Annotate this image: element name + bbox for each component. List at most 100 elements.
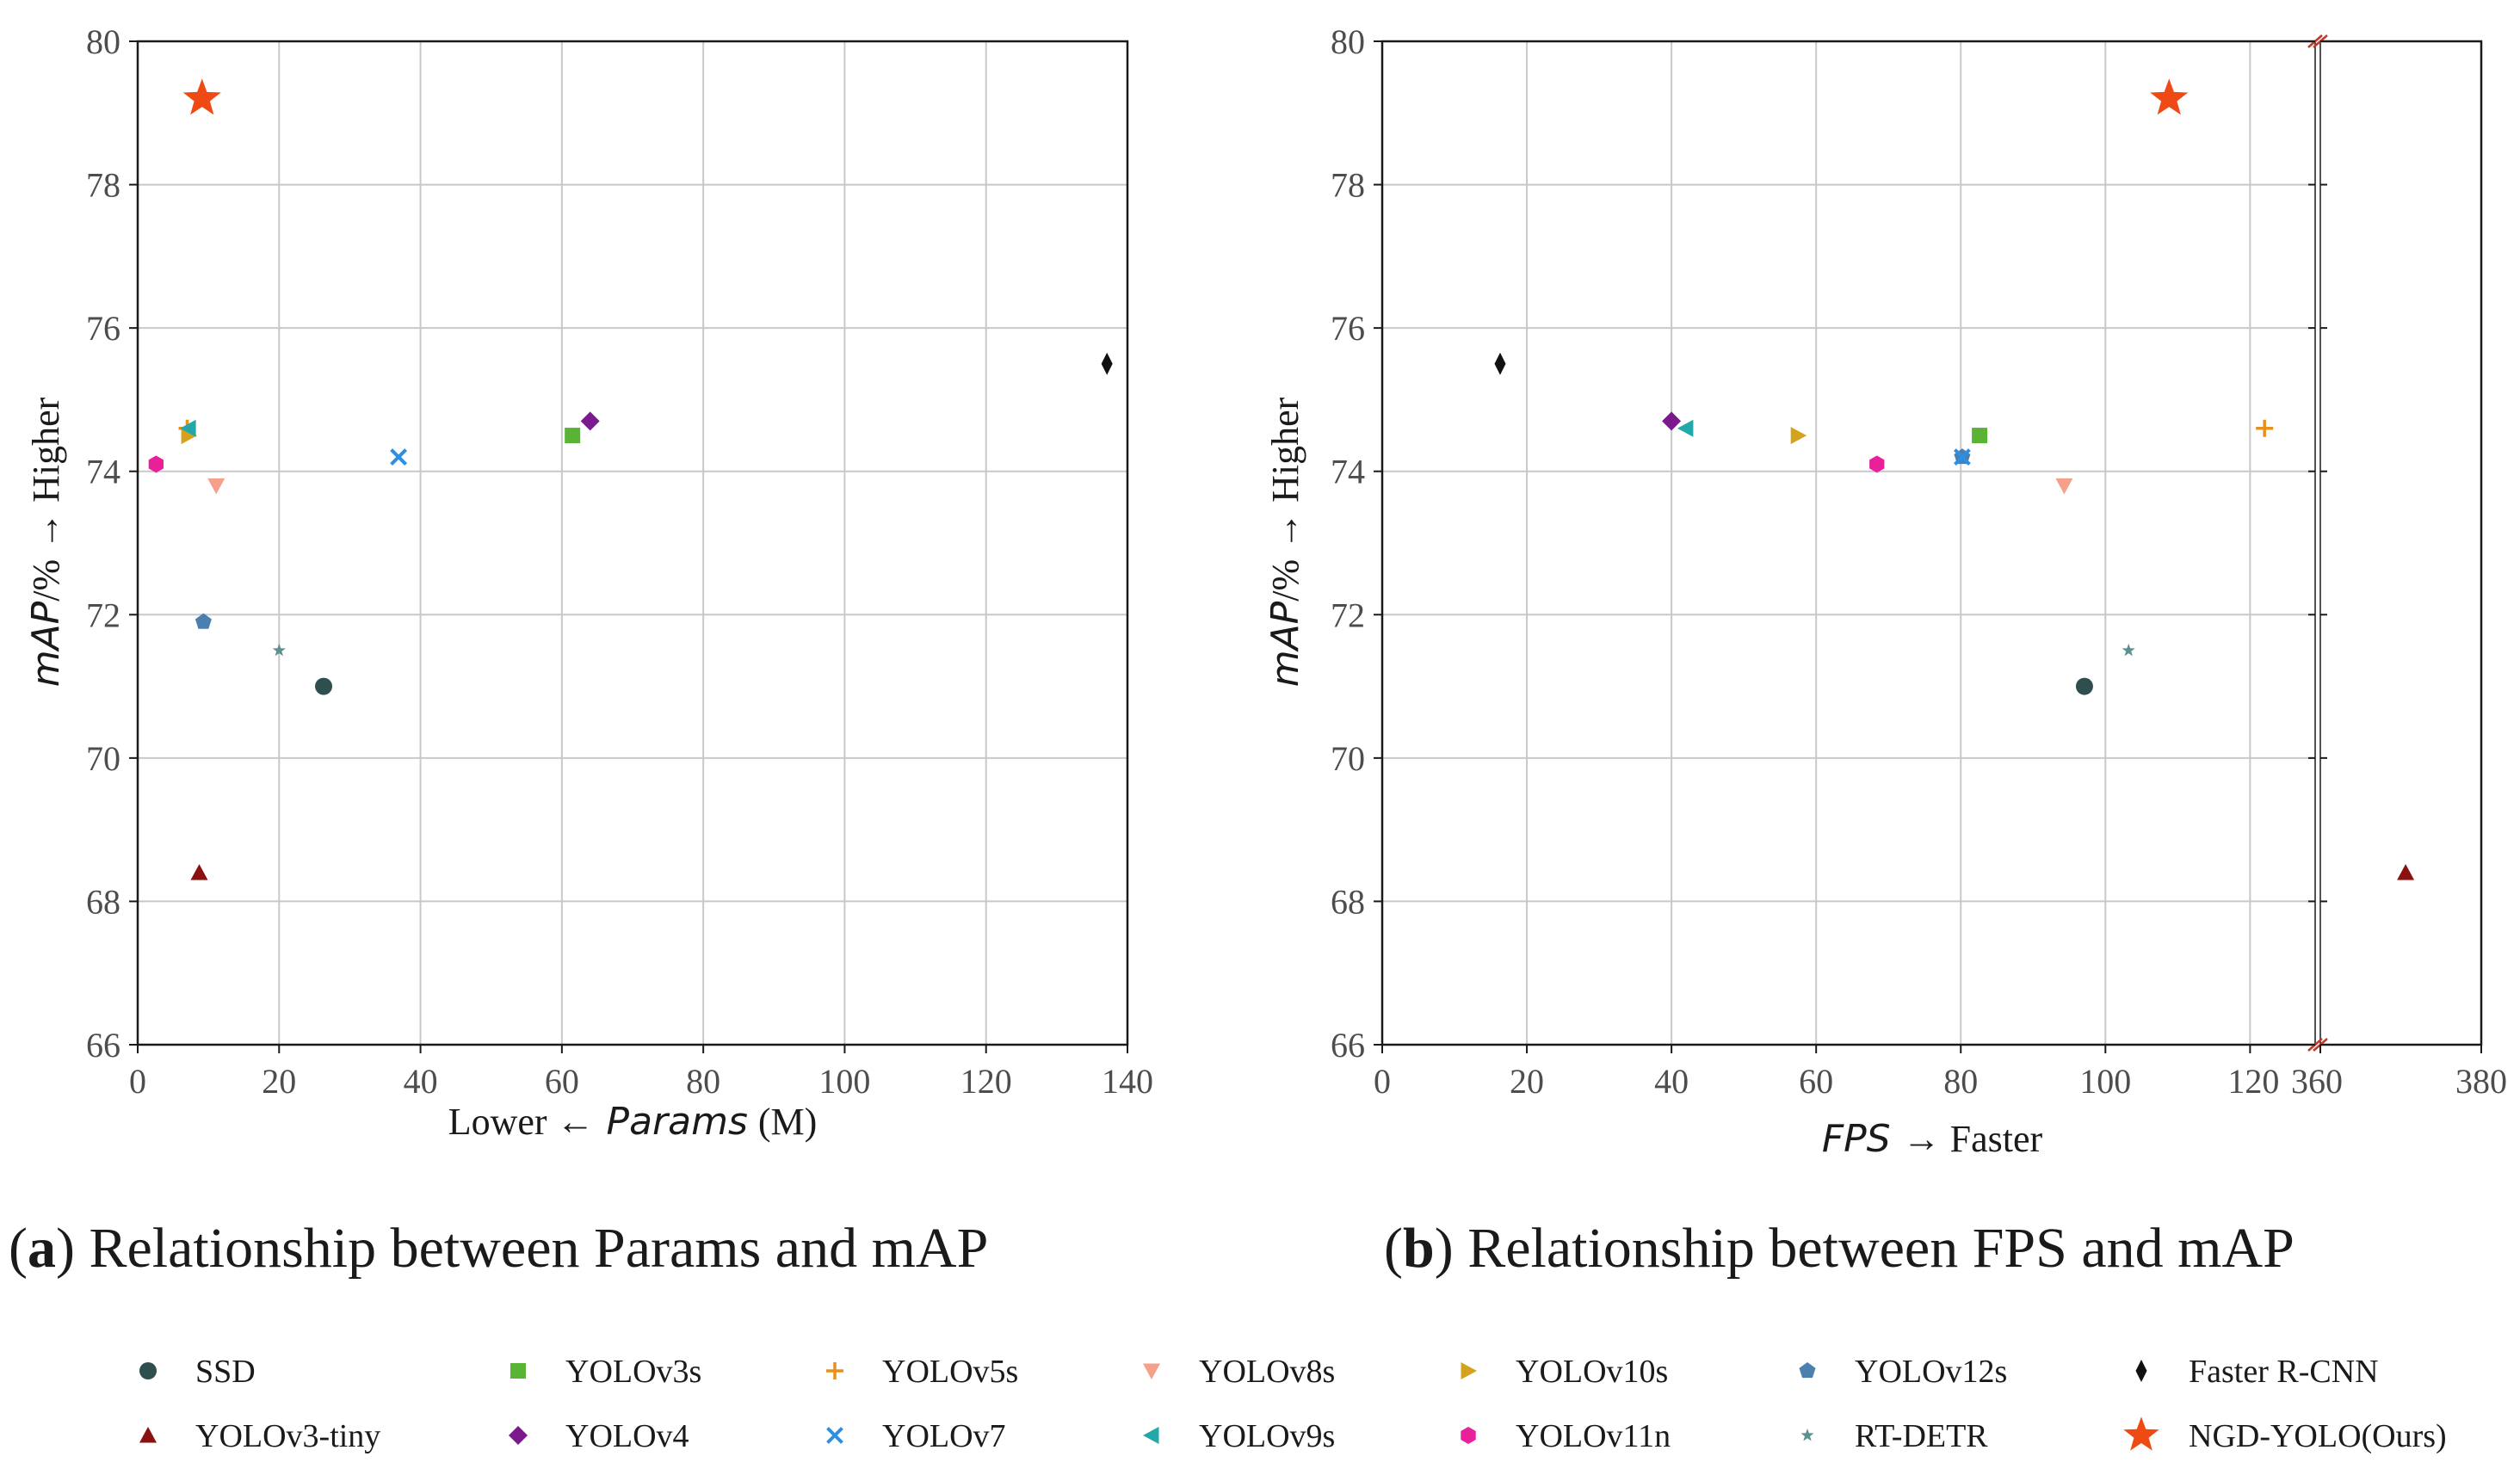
panel-a-ytick-label: 78 [86,166,120,205]
panel-b-ytick-label: 74 [1331,453,1365,491]
panel-b-xlabel: FPS → Faster [1822,1117,2043,1161]
legend-item-yolov11n: YOLOv11n [1461,1418,1671,1454]
legend-label: YOLOv9s [1199,1418,1335,1454]
legend-item-yolov10s: YOLOv10s [1461,1354,1668,1390]
panel-a-caption-text: Relationship between Params and mAP [89,1217,988,1280]
panel-a-point-ngd-yolo-ours [182,78,221,115]
legend-marker-yolov12s [1799,1362,1816,1379]
panel-a-point-yolov3-tiny [190,864,208,880]
legend-item-ngd-yolo-ours: NGD-YOLO(Ours) [2123,1416,2447,1454]
panel-a-point-faster-r-cnn [1101,352,1113,375]
panel-b-xlabel-rest: → Faster [1903,1118,2043,1160]
legend-marker-yolov10s [1461,1362,1477,1379]
panel-b-point-yolov7 [1954,448,1971,466]
legend-marker-rt-detr [1800,1429,1814,1441]
panel-b-xtick-label: 100 [2079,1062,2131,1101]
legend-marker-yolov7 [826,1427,843,1444]
panel-a-grid [137,40,1128,1046]
panel-b-ytick-label: 66 [1331,1026,1365,1064]
panel-a-ytick-label: 70 [86,739,120,778]
panel-a-plot-frame [136,40,1129,1046]
panel-a-caption-close: ) [56,1217,89,1280]
legend-label: YOLOv5s [882,1354,1018,1390]
panel-a-xtick-label: 40 [404,1062,438,1101]
panel-a-xlabel-prefix: Lower ← [448,1101,595,1143]
panel-b-ytick-label: 78 [1331,166,1365,205]
panel-b-plot-frame-right [2320,40,2483,1046]
panel-a-params-vs-map: 0 20 40 60 80 100 120 140 66 68 70 72 74 76 78 80 Lower… [9,22,1153,1280]
panel-b-point-yolov5s [2256,419,2274,437]
panel-b-points [1494,78,2415,880]
panel-a-point-yolov3s [565,428,581,444]
legend-item-yolov3-tiny: YOLOv3-tiny [139,1418,380,1454]
panel-a-ytick-label: 80 [86,22,120,61]
panel-b-point-ssd [2075,677,2093,695]
legend-item-yolov7: YOLOv7 [826,1418,1006,1454]
panel-a-ytick-label: 76 [86,309,120,348]
panel-b-xtick-label: 60 [1799,1062,1833,1101]
panel-b-xtick-label: 0 [1374,1062,1391,1101]
panel-a-point-yolov10s [181,427,198,445]
legend-marker-yolov9s [1143,1427,1159,1444]
panel-b-xtick-label: 20 [1510,1062,1544,1101]
legend-label: RT-DETR [1855,1418,1988,1454]
panel-b-ylabel-rest: /% → Higher [1264,397,1306,601]
panel-a-ylabel-rest: /% → Higher [25,397,67,601]
legend-item-yolov8s: YOLOv8s [1143,1354,1335,1390]
legend-marker-yolov3s [510,1363,526,1379]
panel-a-point-yolov4 [580,411,600,431]
panel-b-xtick-label: 120 [2227,1062,2279,1101]
panel-a-xtick-label: 100 [818,1062,870,1101]
legend-label: YOLOv11n [1516,1418,1671,1454]
panel-b-point-yolov3-tiny [2397,864,2415,880]
legend-item-yolov3s: YOLOv3s [510,1354,701,1390]
panel-b-point-yolov9s [1677,419,1694,437]
panel-a-caption-open: ( [9,1217,28,1280]
panel-a-xtick-label: 60 [545,1062,579,1101]
legend-label: YOLOv3-tiny [195,1418,380,1454]
legend-item-ssd: SSD [139,1354,256,1390]
legend-item-yolov4: YOLOv4 [509,1418,689,1454]
panel-a-ticks: 0 20 40 60 80 100 120 140 66 68 70 72 74 76 78 80 [86,22,1153,1101]
panel-a-ytick-label: 72 [86,595,120,634]
legend-label: YOLOv10s [1516,1354,1668,1390]
legend-label: NGD-YOLO(Ours) [2189,1418,2447,1454]
panel-b-plot-frame-left [1380,40,2315,1046]
panel-a-point-yolov8s [207,478,225,495]
panel-b-point-yolov4 [1662,411,1682,431]
panel-b-xtick-label: 80 [1943,1062,1978,1101]
panel-a-ytick-label: 66 [86,1026,120,1064]
panel-b-point-yolov11n [1869,455,1885,473]
panel-a-caption-letter: a [28,1217,56,1280]
legend-item-rt-detr: RT-DETR [1800,1418,1988,1454]
panel-a-point-rt-detr [272,643,286,657]
panel-b-point-yolov10s [1790,427,1807,445]
panel-a-points [148,78,1113,880]
panel-a-point-ssd [315,677,333,695]
panel-b-grid [1381,40,2315,1046]
panel-b-ytick-label: 76 [1331,309,1365,348]
legend-label: SSD [195,1354,256,1390]
legend-marker-yolov3-tiny [139,1427,157,1443]
panel-b-ylabel-var: mAP [1263,601,1307,687]
legend-marker-yolov4 [509,1426,528,1445]
panel-b-point-yolov8s [2055,478,2073,495]
panel-a-xtick-label: 0 [129,1062,146,1101]
legend-item-yolov5s: YOLOv5s [826,1354,1018,1390]
panel-b-ytick-label: 68 [1331,882,1365,921]
legend-marker-ssd [139,1362,157,1379]
panel-a-ytick-label: 74 [86,453,120,491]
legend-marker-ngd-yolo-ours [2123,1416,2159,1451]
panel-a-xlabel: Lower ← Params (M) [448,1100,818,1144]
panel-b-caption-open: ( [1384,1217,1403,1280]
legend-marker-yolov5s [826,1362,843,1379]
panel-b-caption: (b) Relationship between FPS and mAP [1384,1217,2295,1280]
legend-label: YOLOv8s [1199,1354,1335,1390]
panel-a-xtick-label: 20 [262,1062,296,1101]
panel-b-point-rt-detr [2122,643,2135,657]
panel-a-point-yolov11n [148,455,164,473]
panel-b-point-ngd-yolo-ours [2150,78,2189,115]
legend-label: YOLOv3s [565,1354,701,1390]
panel-b-caption-text: Relationship between FPS and mAP [1467,1217,2295,1280]
